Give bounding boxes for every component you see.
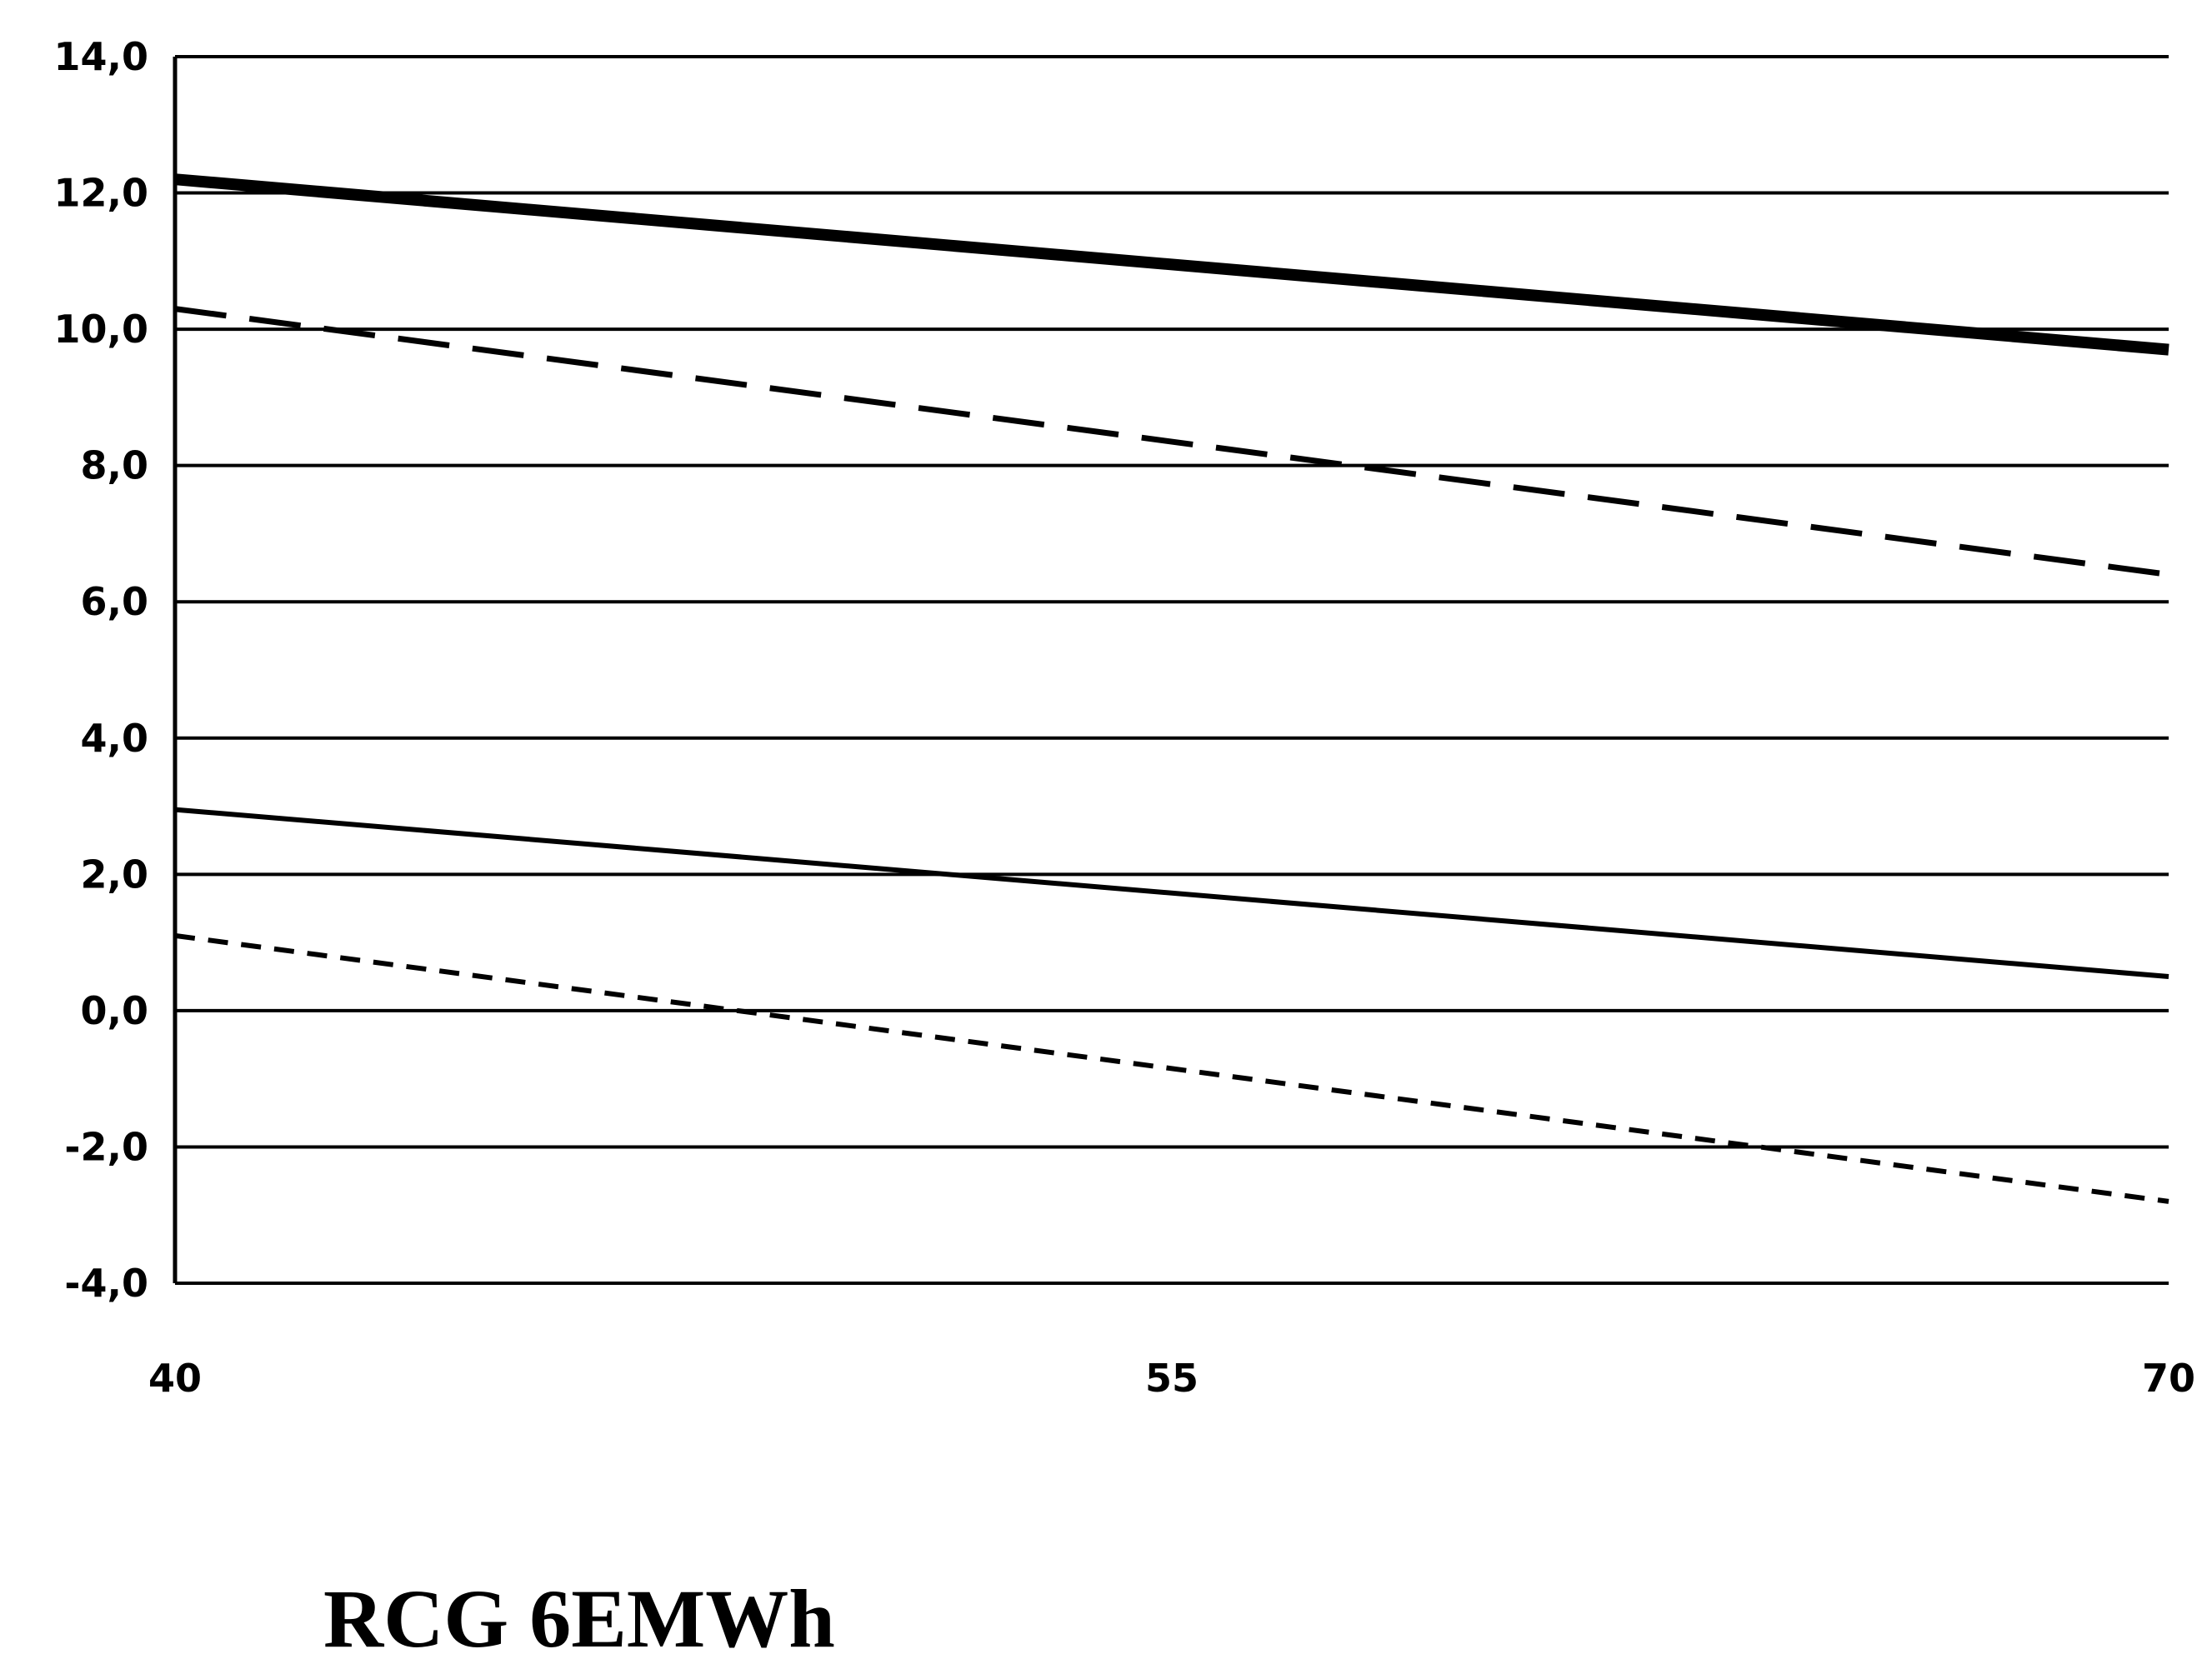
y-tick-label: 14,0 (54, 34, 149, 79)
x-tick-label: 55 (1145, 1356, 1199, 1401)
gridlines (175, 55, 2169, 1285)
y-tick-label: 2,0 (81, 852, 149, 897)
series-line-short-dash (174, 932, 2169, 1204)
y-tick-label: 4,0 (81, 716, 149, 761)
y-tick-labels: -4,0 -2,0 0,0 2,0 4,0 6,0 8,0 10,0 12,0 14,0 (54, 34, 149, 1306)
chart-caption: RCG 6EMWh (323, 1572, 835, 1665)
series-line-thick-solid (174, 173, 2169, 356)
series-lines (174, 173, 2169, 1204)
y-tick-label: 6,0 (81, 579, 149, 624)
series-line-long-dash (174, 306, 2169, 577)
y-tick-label: 10,0 (54, 307, 149, 352)
y-tick-label: 12,0 (54, 171, 149, 216)
x-tick-labels: 40 55 70 (148, 1356, 2195, 1401)
series-line-thin-solid (174, 807, 2169, 979)
y-tick-label: 8,0 (81, 443, 149, 488)
x-tick-label: 70 (2142, 1356, 2195, 1401)
x-tick-label: 40 (148, 1356, 202, 1401)
y-tick-label: -2,0 (64, 1124, 148, 1169)
y-tick-label: -4,0 (64, 1261, 148, 1306)
y-tick-label: 0,0 (81, 988, 149, 1033)
